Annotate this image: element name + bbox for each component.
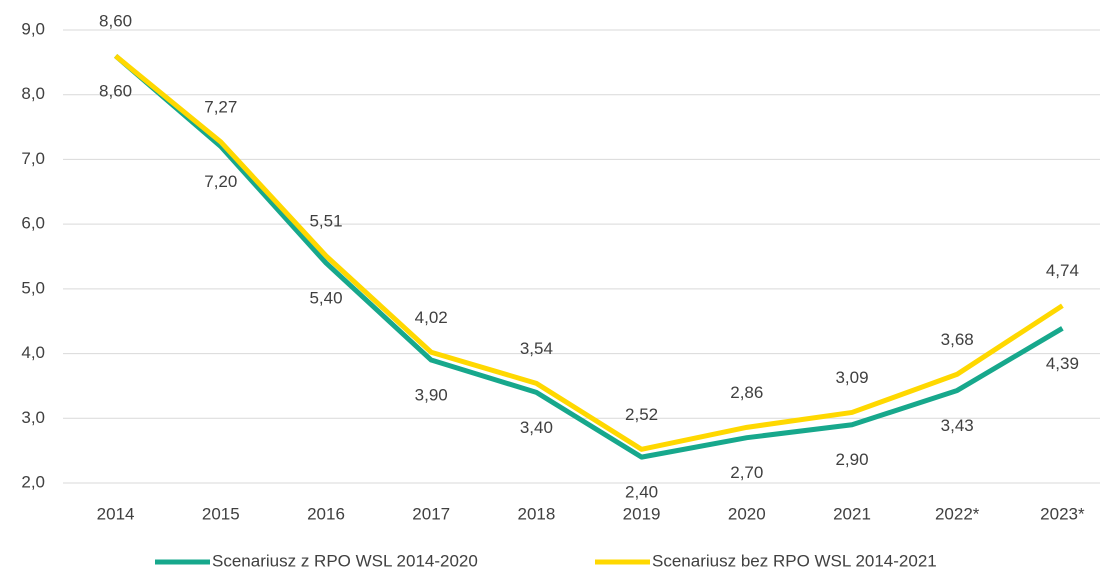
data-label: 3,68 xyxy=(941,330,974,349)
x-tick-label: 2014 xyxy=(97,504,135,523)
series-line xyxy=(114,53,1064,452)
x-tick-label: 2016 xyxy=(307,504,345,523)
data-label: 4,02 xyxy=(415,308,448,327)
data-label: 2,52 xyxy=(625,405,658,424)
data-label: 3,90 xyxy=(415,386,448,405)
y-tick-label: 9,0 xyxy=(21,19,45,38)
x-tick-label: 2017 xyxy=(412,504,450,523)
data-label: 5,51 xyxy=(309,211,342,230)
y-tick-label: 7,0 xyxy=(21,149,45,168)
y-tick-label: 4,0 xyxy=(21,343,45,362)
series-line xyxy=(113,53,1064,460)
data-label: 8,60 xyxy=(99,11,132,30)
data-label: 2,40 xyxy=(625,483,658,502)
y-tick-label: 3,0 xyxy=(21,408,45,427)
data-label: 2,70 xyxy=(730,463,763,482)
x-tick-label: 2022* xyxy=(935,504,980,523)
legend-label: Scenariusz z RPO WSL 2014-2020 xyxy=(212,551,478,570)
x-tick-label: 2015 xyxy=(202,504,240,523)
data-label: 4,39 xyxy=(1046,354,1079,373)
data-label: 3,43 xyxy=(941,416,974,435)
x-tick-label: 2019 xyxy=(623,504,661,523)
data-label: 3,54 xyxy=(520,339,553,358)
data-label: 4,74 xyxy=(1046,261,1079,280)
data-label: 2,90 xyxy=(835,450,868,469)
data-label: 3,40 xyxy=(520,418,553,437)
x-tick-label: 2020 xyxy=(728,504,766,523)
data-label: 8,60 xyxy=(99,81,132,100)
data-label: 5,40 xyxy=(309,288,342,307)
y-tick-label: 5,0 xyxy=(21,278,45,297)
data-label: 3,09 xyxy=(835,368,868,387)
y-tick-label: 6,0 xyxy=(21,214,45,233)
x-tick-label: 2018 xyxy=(517,504,555,523)
data-label: 7,20 xyxy=(204,172,237,191)
legend-label: Scenariusz bez RPO WSL 2014-2021 xyxy=(652,551,937,570)
data-label: 2,86 xyxy=(730,383,763,402)
x-tick-label: 2021 xyxy=(833,504,871,523)
x-tick-label: 2023* xyxy=(1040,504,1085,523)
y-tick-label: 8,0 xyxy=(21,84,45,103)
data-label: 7,27 xyxy=(204,97,237,116)
y-tick-label: 2,0 xyxy=(21,472,45,491)
